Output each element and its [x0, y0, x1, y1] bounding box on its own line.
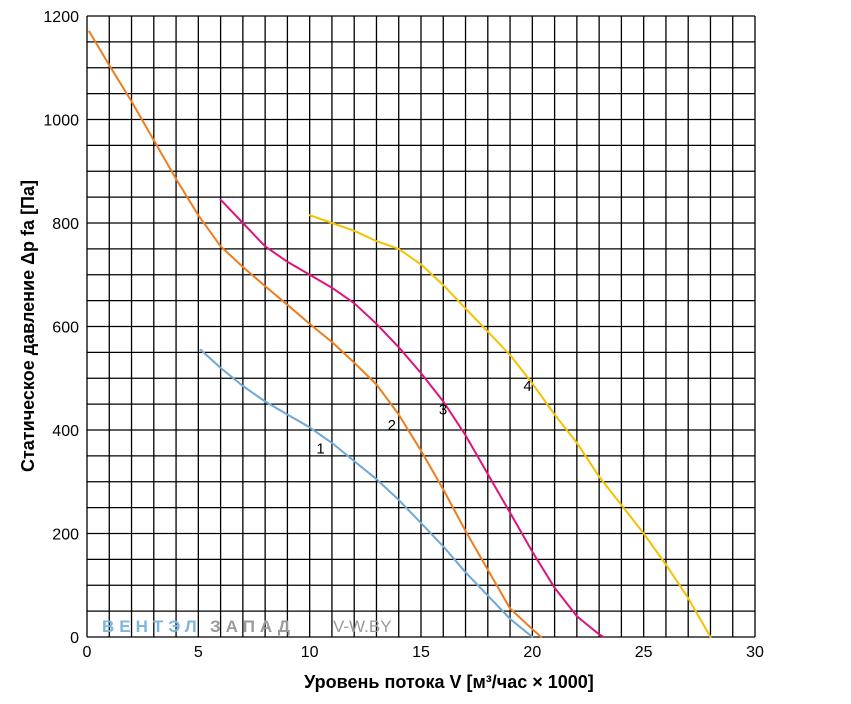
watermark-zapad: ЗАПАД: [210, 617, 295, 636]
tick-labels: 0 5 10 15 20 25 30 0 200 400 600 800 1000 1200: [43, 9, 764, 661]
x-tick-label: 10: [301, 644, 319, 661]
x-tick-label: 20: [523, 644, 541, 661]
y-tick-label: 200: [52, 527, 79, 544]
curve-label-2: 2: [388, 417, 396, 434]
x-tick-label: 30: [746, 644, 764, 661]
y-tick-label: 1000: [43, 113, 79, 130]
y-tick-label: 1200: [43, 9, 79, 26]
curve-label-4: 4: [523, 378, 531, 395]
curve-labels: 1 2 3 4: [316, 378, 531, 457]
curve-2: [88, 30, 543, 638]
y-axis-title: Статическое давление Δp fa [Па]: [18, 180, 38, 472]
watermark-ventel: ВЕНТЭЛ: [102, 617, 202, 636]
curves: [88, 30, 712, 638]
y-tick-label: 0: [70, 630, 79, 647]
y-tick-label: 800: [52, 216, 79, 233]
y-tick-label: 600: [52, 320, 79, 337]
curve-4: [308, 214, 712, 638]
curve-3: [219, 198, 605, 638]
grid: [86, 15, 756, 638]
curve-1: [199, 348, 534, 638]
x-tick-label: 15: [412, 644, 430, 661]
curve-label-3: 3: [439, 401, 447, 418]
x-tick-label: 0: [83, 644, 92, 661]
y-tick-label: 400: [52, 423, 79, 440]
x-tick-label: 25: [635, 644, 653, 661]
watermark-vwby: V-W.BY: [333, 617, 392, 636]
watermark: ВЕНТЭЛ ЗАПАД V-W.BY: [102, 617, 392, 636]
x-tick-label: 5: [194, 644, 203, 661]
x-axis-title: Уровень потока V [м³/час × 1000]: [304, 672, 594, 692]
curve-label-1: 1: [316, 440, 324, 457]
